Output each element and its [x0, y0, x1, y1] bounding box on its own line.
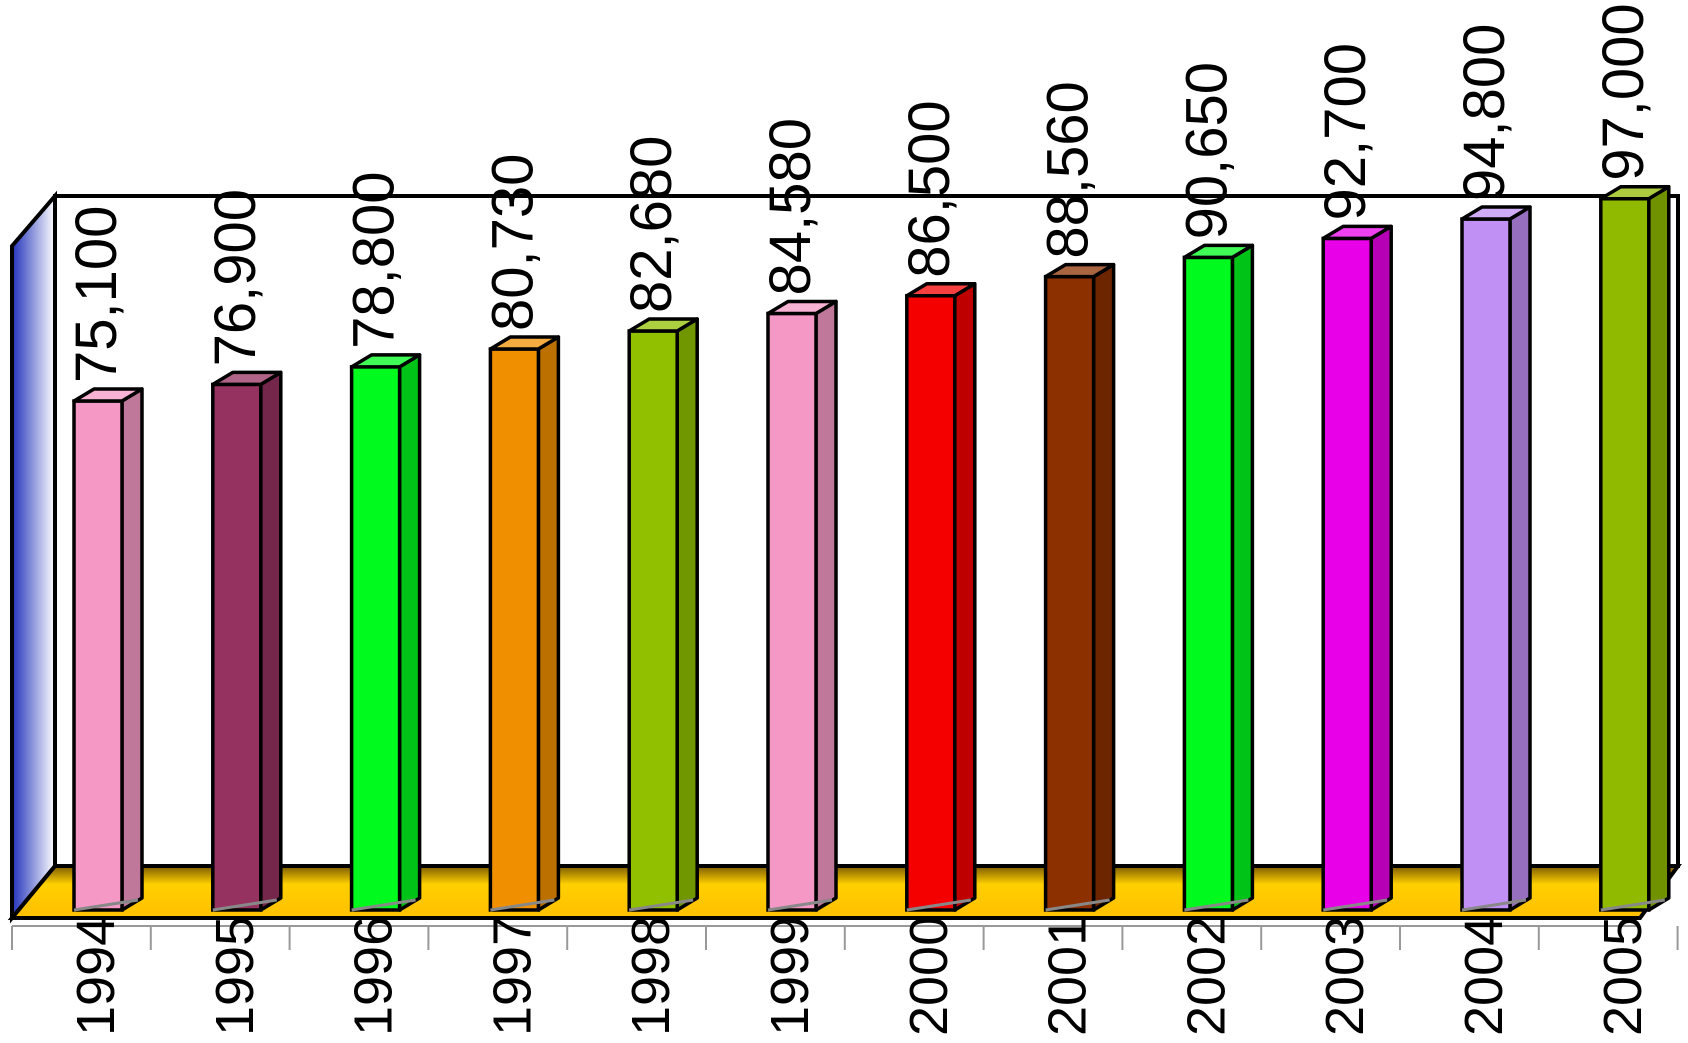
bar-front — [1321, 236, 1373, 912]
category-label: 1994 — [66, 916, 126, 1036]
value-labels: 75,100 76,900 78,800 80,730 82,680 84,580 86,5… — [64, 3, 1656, 383]
side-wall — [10, 190, 57, 924]
value-label: 97,000 — [1591, 3, 1656, 180]
bar-front — [72, 399, 124, 912]
floor — [7, 864, 1682, 920]
bar-base — [628, 898, 694, 912]
bar-top — [1599, 184, 1671, 201]
bar-1996 — [349, 353, 422, 912]
bar-base — [767, 898, 833, 912]
bar-front — [627, 329, 679, 912]
bar-side — [1369, 224, 1393, 912]
bar-front — [349, 365, 402, 912]
category-label: 2003 — [1315, 916, 1375, 1036]
bar-base — [906, 898, 972, 912]
bar-2000 — [905, 281, 977, 912]
x-axis-ticks — [11, 926, 1679, 950]
bar-top — [627, 317, 699, 333]
bar-side — [1508, 205, 1532, 912]
value-label: 76,900 — [203, 189, 268, 366]
bar-1995 — [211, 370, 283, 912]
category-label: 2000 — [899, 916, 959, 1036]
bar-side — [1647, 184, 1671, 912]
bar-top — [905, 281, 977, 298]
value-label: 92,700 — [1313, 43, 1378, 220]
bar-side — [259, 370, 283, 912]
bar-2003 — [1321, 224, 1393, 912]
bar-side — [675, 317, 699, 912]
bar-base — [73, 898, 139, 912]
bar-side — [1230, 243, 1255, 912]
bar-front — [1182, 255, 1235, 912]
bar-1999 — [766, 299, 838, 912]
category-label: 1995 — [205, 916, 265, 1036]
value-label: 86,500 — [897, 100, 962, 277]
bar-2001 — [1043, 262, 1116, 912]
bar-side — [1091, 262, 1116, 912]
bar-top — [211, 370, 283, 387]
bar-base — [351, 898, 416, 912]
bar-side — [536, 335, 561, 912]
plot-area — [7, 190, 1682, 927]
category-label: 2005 — [1593, 916, 1653, 1036]
bar-front — [766, 311, 818, 912]
category-label: 2002 — [1176, 916, 1236, 1036]
bar-front — [1043, 274, 1096, 912]
category-label: 1996 — [344, 916, 404, 1036]
bar-top — [72, 387, 144, 403]
category-label: 1998 — [621, 916, 681, 1036]
category-label: 1999 — [760, 916, 820, 1036]
bar-1998 — [627, 317, 699, 912]
category-label: 2001 — [1038, 916, 1098, 1036]
bar-side — [397, 353, 422, 912]
bar-2005 — [1599, 184, 1671, 912]
back-wall — [53, 194, 1680, 868]
bar-base — [1322, 898, 1388, 912]
value-label: 94,800 — [1452, 24, 1517, 201]
bar-base — [212, 898, 278, 912]
bar-base — [1184, 898, 1249, 912]
bar-1997 — [488, 335, 561, 912]
bar-front — [1599, 196, 1651, 912]
bar-1994 — [72, 387, 144, 912]
bar-base — [1600, 898, 1666, 912]
bar-side — [953, 281, 977, 912]
category-labels: 1994 1995 1996 1997 1998 1999 2000 2001 2002 2003… — [66, 916, 1653, 1036]
bar-front — [488, 347, 541, 912]
bar-top — [1321, 224, 1393, 241]
value-label: 88,560 — [1036, 81, 1101, 258]
value-label: 84,580 — [758, 118, 823, 295]
bar-2004 — [1460, 205, 1532, 912]
value-label: 80,730 — [480, 154, 545, 331]
bar-top — [349, 353, 422, 369]
bar-front — [211, 382, 263, 912]
category-label: 1997 — [482, 916, 542, 1036]
bar-top — [766, 299, 838, 316]
value-label: 75,100 — [64, 206, 129, 383]
bar-top — [1043, 262, 1116, 279]
value-label: 78,800 — [342, 171, 407, 348]
bar-base — [1461, 898, 1527, 912]
bar-front — [1460, 217, 1512, 912]
bar-2002 — [1182, 243, 1255, 912]
value-label: 82,680 — [619, 136, 684, 313]
bar-base — [490, 898, 555, 912]
bar-base — [1045, 898, 1110, 912]
bar-front — [905, 293, 957, 912]
bar-top — [488, 335, 561, 351]
bar-side — [120, 387, 144, 912]
category-label: 2004 — [1454, 916, 1514, 1036]
bar-top — [1182, 243, 1255, 260]
bar-top — [1460, 205, 1532, 221]
bar-side — [814, 299, 838, 912]
bars-group — [72, 184, 1671, 912]
value-label: 90,650 — [1174, 62, 1239, 239]
